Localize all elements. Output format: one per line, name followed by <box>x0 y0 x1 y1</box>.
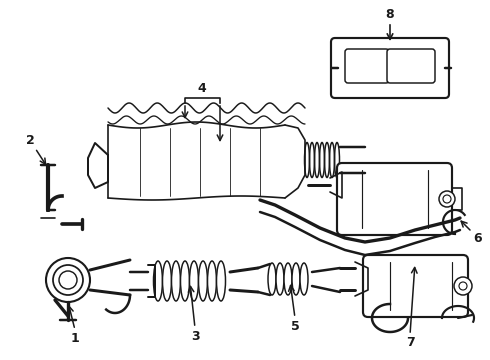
Ellipse shape <box>217 261 225 301</box>
Ellipse shape <box>292 263 300 295</box>
Circle shape <box>454 277 472 295</box>
Ellipse shape <box>198 261 207 301</box>
Ellipse shape <box>190 261 198 301</box>
Ellipse shape <box>163 261 172 301</box>
Ellipse shape <box>172 261 180 301</box>
Circle shape <box>439 191 455 207</box>
FancyBboxPatch shape <box>387 49 435 83</box>
Text: 7: 7 <box>406 337 415 350</box>
FancyBboxPatch shape <box>337 163 452 235</box>
Text: 2: 2 <box>25 134 34 147</box>
Ellipse shape <box>207 261 217 301</box>
Text: 1: 1 <box>71 332 79 345</box>
FancyBboxPatch shape <box>363 255 468 317</box>
Text: 6: 6 <box>474 231 482 244</box>
FancyBboxPatch shape <box>345 49 389 83</box>
Ellipse shape <box>180 261 190 301</box>
Ellipse shape <box>153 261 163 301</box>
Ellipse shape <box>268 263 276 295</box>
FancyBboxPatch shape <box>331 38 449 98</box>
Text: 8: 8 <box>386 8 394 21</box>
Text: 4: 4 <box>197 81 206 94</box>
Ellipse shape <box>284 263 292 295</box>
Ellipse shape <box>276 263 284 295</box>
Text: 3: 3 <box>191 329 199 342</box>
Ellipse shape <box>300 263 308 295</box>
Text: 5: 5 <box>291 320 299 333</box>
